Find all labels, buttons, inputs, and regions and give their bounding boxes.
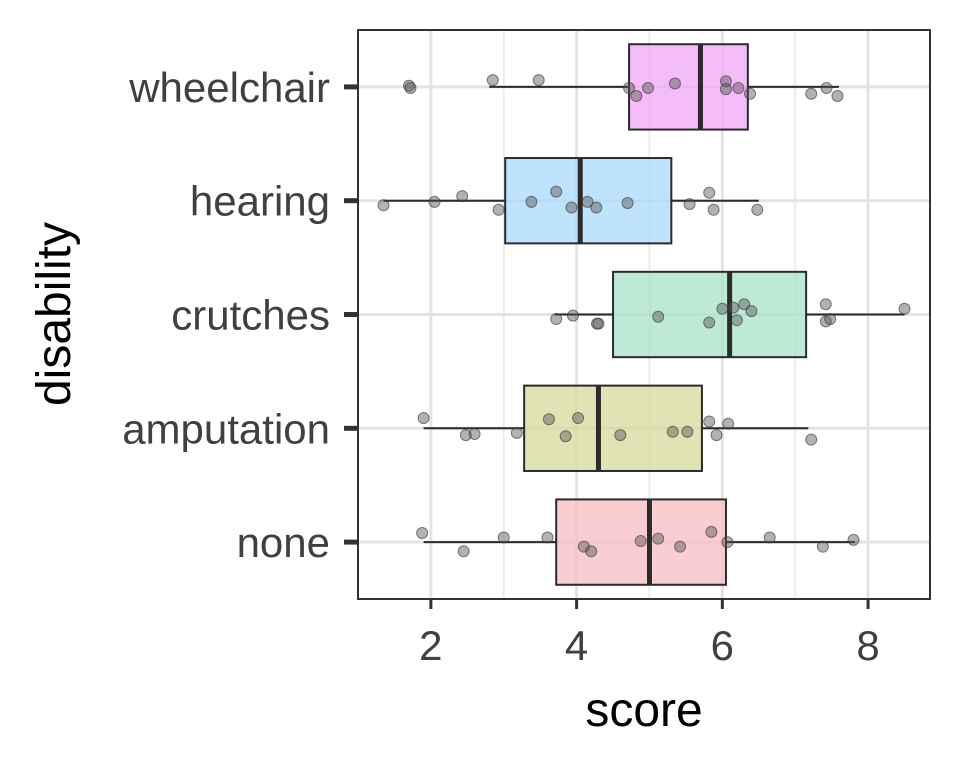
axis-ticks: 2 4 6 8 wheelchair hearing crutches amputation n… <box>122 64 880 669</box>
data-point <box>824 313 837 326</box>
data-point <box>630 90 643 103</box>
data-point <box>816 540 829 553</box>
data-point <box>559 430 572 443</box>
data-point <box>898 302 911 315</box>
data-point <box>703 186 716 199</box>
data-point <box>456 190 469 203</box>
data-point <box>459 429 472 442</box>
data-point <box>497 531 510 544</box>
data-point <box>652 532 665 545</box>
data-point <box>581 195 594 208</box>
data-point <box>585 545 598 558</box>
data-point <box>510 426 523 439</box>
data-point <box>416 526 429 539</box>
data-point <box>722 417 735 430</box>
data-point <box>738 298 751 311</box>
y-tick-label: wheelchair <box>128 64 330 111</box>
data-point <box>668 77 681 90</box>
data-point <box>703 316 716 329</box>
box-iqr <box>612 270 808 359</box>
x-tick-label: 2 <box>419 622 442 669</box>
data-point <box>727 301 740 314</box>
data-point <box>492 203 505 216</box>
data-point <box>703 415 716 428</box>
data-point <box>719 83 732 96</box>
data-point <box>468 427 481 440</box>
data-point <box>732 82 745 95</box>
box-crutches <box>554 270 905 359</box>
x-tick-label: 6 <box>711 622 734 669</box>
data-point <box>550 313 563 326</box>
data-point <box>721 536 734 549</box>
data-point <box>666 425 679 438</box>
data-point <box>428 195 441 208</box>
data-point <box>763 531 776 544</box>
box-amputation <box>423 384 809 472</box>
data-point <box>566 309 579 322</box>
data-point <box>819 298 832 311</box>
data-point <box>614 429 627 442</box>
data-point <box>681 425 694 438</box>
data-point <box>847 533 860 546</box>
x-axis-title: score <box>585 684 702 737</box>
data-point <box>820 82 833 95</box>
data-point <box>642 82 655 95</box>
data-point <box>565 201 578 214</box>
y-tick-label: hearing <box>190 178 330 225</box>
box-wheelchair <box>489 43 839 131</box>
data-point <box>577 540 590 553</box>
data-point <box>532 74 545 87</box>
jitter-points <box>377 74 911 558</box>
y-axis-title: disability <box>28 222 81 406</box>
data-point <box>710 429 723 442</box>
data-point <box>417 412 430 425</box>
data-point <box>621 196 634 209</box>
data-point <box>730 314 743 327</box>
data-point <box>541 531 554 544</box>
data-point <box>745 305 758 318</box>
data-point <box>751 203 764 216</box>
data-point <box>805 87 818 100</box>
boxes <box>383 43 905 586</box>
data-point <box>683 198 696 211</box>
data-point <box>486 74 499 87</box>
data-point <box>634 534 647 547</box>
data-point <box>457 545 470 558</box>
data-point <box>590 201 603 214</box>
data-point <box>592 317 605 330</box>
data-point <box>805 433 818 446</box>
data-point <box>652 310 665 323</box>
box-hearing <box>383 157 759 245</box>
box-iqr <box>628 43 749 131</box>
y-tick-label: amputation <box>122 405 330 452</box>
x-tick-label: 4 <box>565 622 588 669</box>
data-point <box>831 90 844 103</box>
data-point <box>525 195 538 208</box>
data-point <box>550 185 563 198</box>
y-tick-label: none <box>237 519 330 566</box>
box-iqr <box>555 498 727 586</box>
data-point <box>377 199 390 212</box>
data-point <box>744 87 757 100</box>
y-tick-label: crutches <box>171 292 330 339</box>
data-point <box>572 412 585 425</box>
box-iqr <box>523 384 703 472</box>
data-point <box>716 302 729 315</box>
box-none <box>423 498 855 586</box>
box-iqr <box>504 157 673 245</box>
data-point <box>542 413 555 426</box>
data-point <box>674 540 687 553</box>
data-point <box>705 525 718 538</box>
x-tick-label: 8 <box>856 622 879 669</box>
data-point <box>404 82 417 95</box>
data-point <box>623 82 636 95</box>
data-point <box>707 203 720 216</box>
